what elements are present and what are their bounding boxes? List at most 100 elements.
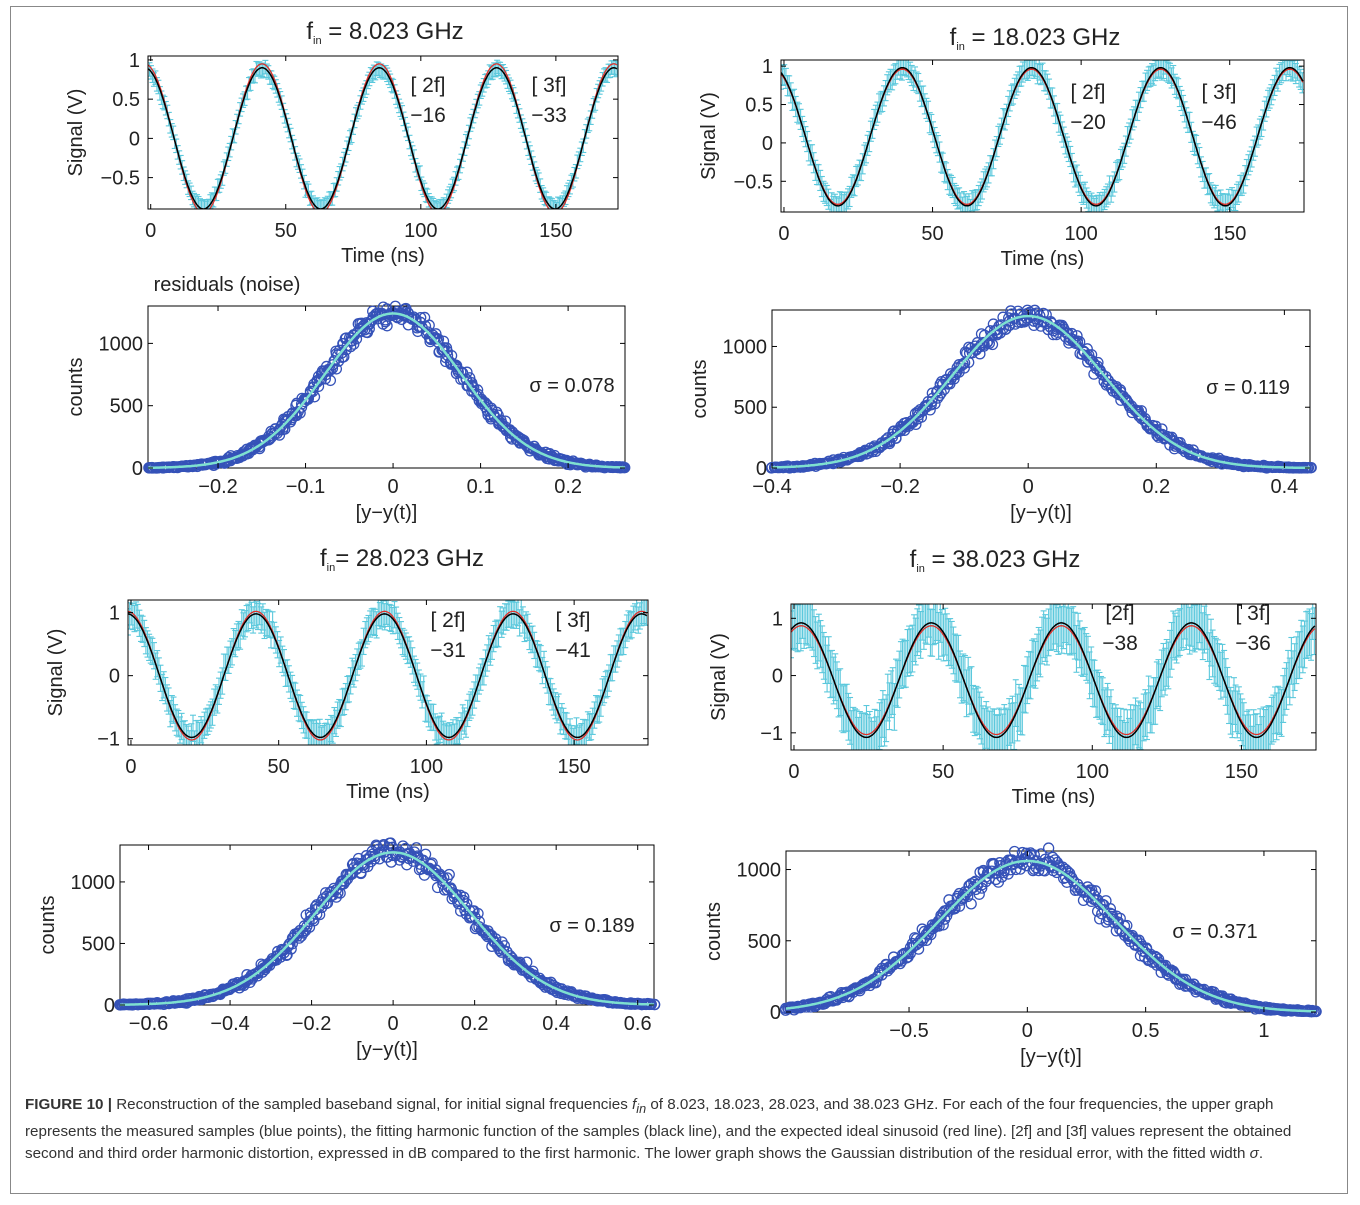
histogram-point — [277, 421, 289, 434]
y-tick-label: 500 — [734, 397, 767, 419]
harmonic-2f-value: −16 — [410, 104, 446, 127]
histogram-point — [455, 366, 467, 378]
y-axis-label: counts — [37, 896, 59, 955]
histogram-point — [1071, 330, 1083, 342]
x-tick-label: 0 — [1023, 476, 1034, 498]
x-tick-label: 0 — [125, 756, 136, 778]
x-axis-label: [y−y(t)] — [356, 1039, 418, 1061]
title-rest: = 8.023 GHz — [322, 18, 464, 45]
histogram-point — [256, 436, 268, 449]
histogram-point — [966, 347, 979, 359]
x-tick-label: 150 — [557, 756, 590, 778]
title-sub: in — [313, 35, 322, 47]
harmonic-2f-value: −31 — [430, 639, 466, 662]
x-tick-label: 0.2 — [1142, 476, 1170, 498]
x-tick-label: 0.1 — [467, 476, 495, 498]
plot-area — [781, 60, 1304, 212]
x-axis-label: Time (ns) — [341, 245, 425, 267]
plot-frame — [771, 309, 1311, 469]
residual-histogram-3: −0.6 −0.4 −0.2 0 0.2 0.4 0.6 0 500 1000 [y−y(t)] co… — [37, 837, 661, 1061]
x-tick-label: −0.4 — [210, 1013, 249, 1035]
x-tick-label: 0.2 — [461, 1013, 489, 1035]
fit-harmonic-line — [148, 67, 618, 209]
x-tick-label: 50 — [275, 220, 297, 242]
y-tick-label: 1000 — [723, 336, 768, 358]
histogram-point — [1083, 349, 1095, 361]
plot-title: fin = 18.023 GHz — [950, 24, 1121, 53]
title-rest: = 28.023 GHz — [335, 545, 484, 572]
title-sub: in — [956, 41, 965, 53]
gaussian-fit-line — [771, 314, 1310, 470]
title-f: f — [950, 24, 957, 51]
title-rest: = 18.023 GHz — [965, 24, 1120, 51]
plot-frame — [147, 55, 619, 210]
y-tick-label: 500 — [110, 396, 143, 418]
sigma-label: σ = 0.189 — [549, 915, 634, 937]
x-tick-label: −0.2 — [198, 476, 237, 498]
histogram-point — [437, 335, 450, 347]
harmonic-2f-label: [ 2f] — [1070, 81, 1105, 104]
title-f: f — [320, 545, 327, 572]
histogram-point — [472, 907, 484, 920]
histogram-point — [247, 444, 259, 456]
y-tick-label: 0 — [129, 128, 140, 150]
plot-title: fin= 28.023 GHz — [320, 545, 484, 574]
histogram-point — [512, 434, 524, 446]
y-tick-label: 500 — [82, 933, 115, 955]
y-tick-label: 1000 — [99, 333, 144, 355]
y-tick-label: 1 — [129, 50, 140, 72]
x-tick-label: 0.4 — [542, 1013, 570, 1035]
histogram-point — [1160, 432, 1172, 444]
harmonic-2f-label: [ 2f] — [410, 74, 445, 97]
plot-area — [791, 604, 1316, 750]
figure-frame — [10, 6, 1348, 1194]
sigma-label: σ = 0.078 — [529, 375, 614, 397]
harmonic-3f-label: [ 3f] — [531, 74, 566, 97]
histogram-point — [419, 848, 432, 860]
title-f: f — [306, 18, 313, 45]
x-tick-label: 0 — [388, 1013, 399, 1035]
histogram-point — [443, 868, 455, 881]
gaussian-fit-line — [147, 312, 625, 470]
histogram-point — [466, 380, 478, 392]
harmonic-2f-label: [ 2f] — [430, 609, 465, 632]
x-tick-label: −0.2 — [292, 1013, 331, 1035]
plot-frame — [119, 844, 655, 1006]
y-tick-label: 1 — [109, 603, 120, 625]
y-tick-label: 0 — [104, 995, 115, 1017]
x-tick-label: 0 — [388, 476, 399, 498]
histogram-point — [461, 366, 473, 378]
y-tick-label: 0 — [762, 133, 773, 155]
harmonic-3f-label: [ 3f] — [1201, 81, 1236, 104]
x-tick-label: 0 — [145, 220, 156, 242]
histogram-point — [1135, 410, 1148, 422]
x-tick-label: −0.2 — [880, 476, 919, 498]
y-tick-label: 0.5 — [112, 89, 140, 111]
plot-frame — [147, 305, 626, 469]
x-tick-label: 100 — [1064, 223, 1097, 245]
residual-histogram-1: −0.2 −0.1 0 0.1 0.2 0 500 1000 [y−y(t)] counts σ =… — [65, 300, 631, 524]
plot-area — [148, 59, 618, 209]
x-tick-label: 150 — [539, 220, 572, 242]
x-tick-label: 0.2 — [554, 476, 582, 498]
y-axis-label: Signal (V) — [65, 89, 87, 177]
plot-frame — [127, 599, 649, 746]
x-tick-label: 50 — [268, 756, 290, 778]
y-axis-label: Signal (V) — [698, 92, 720, 180]
x-tick-label: 100 — [404, 220, 437, 242]
harmonic-3f-label: [ 3f] — [555, 609, 590, 632]
histogram-point — [330, 363, 343, 375]
y-tick-label: −1 — [97, 729, 120, 751]
y-tick-label: 1 — [762, 56, 773, 78]
x-tick-label: 0.4 — [1270, 476, 1298, 498]
y-tick-label: −0.5 — [101, 168, 140, 190]
y-axis-label: counts — [689, 360, 711, 419]
fit-harmonic-line — [781, 66, 1304, 207]
harmonic-3f-value: −33 — [531, 104, 567, 127]
x-axis-label: Time (ns) — [1001, 248, 1085, 270]
harmonic-3f-value: −46 — [1201, 111, 1237, 134]
y-tick-label: −0.5 — [734, 171, 773, 193]
harmonic-2f-value: −20 — [1070, 111, 1106, 134]
